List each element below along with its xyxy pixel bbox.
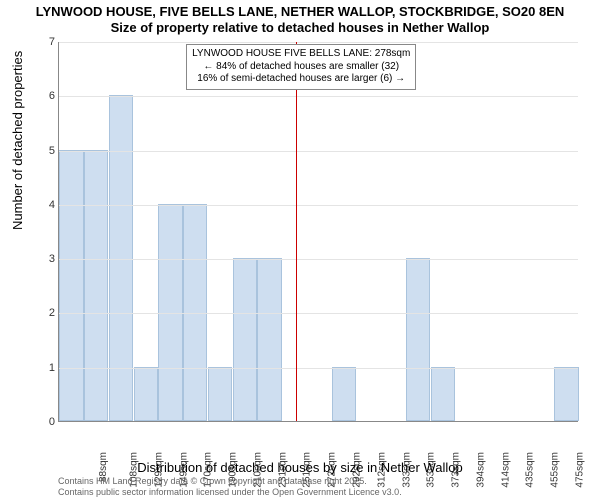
chart-footer: Contains HM Land Registry data © Crown c… [58, 476, 402, 498]
footer-line1: Contains HM Land Registry data © Crown c… [58, 476, 402, 487]
callout-line: LYNWOOD HOUSE FIVE BELLS LANE: 278sqm [192, 48, 410, 61]
histogram-bar [554, 367, 578, 421]
y-tick-label: 0 [39, 416, 55, 428]
gridline [59, 259, 578, 260]
histogram-chart: LYNWOOD HOUSE, FIVE BELLS LANE, NETHER W… [0, 0, 600, 500]
histogram-bar [109, 95, 133, 421]
histogram-bar [257, 258, 281, 421]
histogram-bar [134, 367, 158, 421]
histogram-bar [332, 367, 356, 421]
histogram-bar [59, 150, 83, 421]
gridline [59, 96, 578, 97]
chart-title-line1: LYNWOOD HOUSE, FIVE BELLS LANE, NETHER W… [0, 4, 600, 19]
callout-line: ← 84% of detached houses are smaller (32… [192, 61, 410, 74]
y-tick-label: 6 [39, 90, 55, 102]
histogram-bar [406, 258, 430, 421]
footer-line2: Contains public sector information licen… [58, 487, 402, 498]
histogram-bar [84, 150, 108, 421]
histogram-bar [431, 367, 455, 421]
callout-line: 16% of semi-detached houses are larger (… [192, 73, 410, 86]
callout-box: LYNWOOD HOUSE FIVE BELLS LANE: 278sqm← 8… [186, 44, 416, 90]
x-axis-label: Distribution of detached houses by size … [0, 460, 600, 475]
histogram-bar [183, 204, 207, 421]
bars-layer: 88sqm108sqm129sqm149sqm170sqm190sqm210sq… [59, 42, 578, 421]
reference-line [296, 42, 297, 421]
y-tick-label: 1 [39, 362, 55, 374]
gridline [59, 313, 578, 314]
y-axis-label: Number of detached properties [10, 51, 25, 230]
gridline [59, 205, 578, 206]
y-tick-label: 4 [39, 199, 55, 211]
y-tick-label: 5 [39, 145, 55, 157]
chart-title-line2: Size of property relative to detached ho… [0, 20, 600, 35]
plot-area: 88sqm108sqm129sqm149sqm170sqm190sqm210sq… [58, 42, 578, 422]
histogram-bar [158, 204, 182, 421]
gridline [59, 42, 578, 43]
histogram-bar [208, 367, 232, 421]
histogram-bar [233, 258, 257, 421]
gridline [59, 151, 578, 152]
gridline [59, 368, 578, 369]
y-tick-label: 7 [39, 36, 55, 48]
y-tick-label: 3 [39, 253, 55, 265]
y-tick-label: 2 [39, 307, 55, 319]
